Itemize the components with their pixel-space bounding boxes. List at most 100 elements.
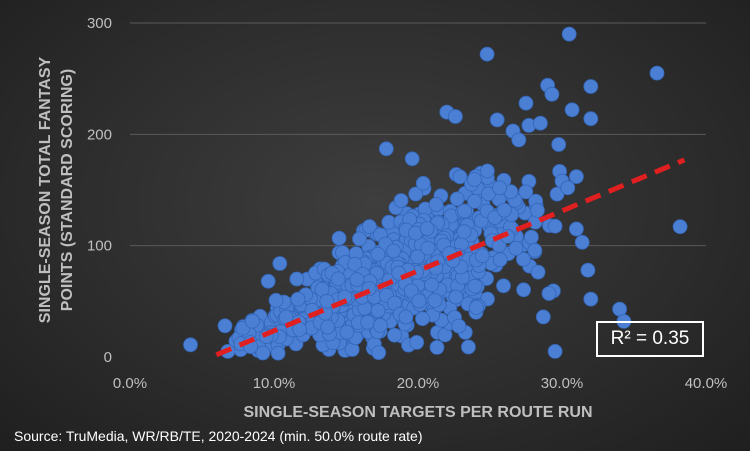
data-point [530,202,545,218]
data-point [331,230,347,246]
data-point [468,299,484,315]
data-point [360,314,376,330]
data-point [479,163,495,179]
y-axis-title-line-2: POINTS (STANDARD SCORING) [59,69,76,311]
data-point [244,313,260,329]
data-point [466,172,482,187]
data-point [569,169,584,185]
data-point [533,115,548,131]
data-point [569,221,584,237]
data-point [580,262,596,278]
data-point [255,345,271,361]
data-point [496,278,511,294]
data-point [612,301,627,317]
data-point [530,264,546,280]
data-point [347,256,363,272]
data-point [361,219,377,234]
data-point [371,345,387,361]
x-tick-label: 0.0% [113,375,147,392]
data-point [456,224,472,240]
data-point [429,339,445,355]
data-point [420,240,436,256]
data-point [447,109,463,124]
data-point [535,309,551,325]
data-point [479,46,495,62]
data-point [649,65,665,81]
data-point [419,221,435,236]
source-note: Source: TruMedia, WR/RB/TE, 2020-2024 (m… [14,428,423,444]
data-point [561,26,577,42]
data-point [547,343,563,359]
data-point [516,251,531,267]
data-point [320,319,336,335]
data-point [518,184,534,200]
x-axis-title: SINGLE-SEASON TARGETS PER ROUTE RUN [243,404,592,421]
data-point [415,175,431,191]
data-point [386,243,401,259]
data-point [574,234,590,250]
data-point [415,311,430,327]
y-tick-label: 0 [104,349,112,366]
data-point [289,271,305,287]
data-point [404,151,420,167]
data-point [541,286,557,301]
data-point [268,292,284,308]
y-tick-label: 100 [87,238,112,255]
data-point [349,272,365,288]
data-point [474,248,490,264]
data-point [330,271,346,287]
x-tick-label: 40.0% [685,375,728,392]
trendline-layer [215,157,686,358]
data-point [428,197,444,212]
data-point [551,137,567,152]
data-point [583,291,599,307]
y-axis-title-line-1: SINGLE-SEASON TOTAL FANTASY [37,56,54,323]
data-point [583,111,599,127]
data-point [403,283,419,299]
tick-labels: 0 100 200 300 0.0% 10.0% 20.0% 30.0% 40.0% [87,15,727,392]
data-point [564,102,580,118]
trendline [215,157,686,358]
data-point [393,193,409,208]
data-point [410,249,425,265]
data-point [511,132,527,148]
data-point [451,318,467,334]
data-point [544,86,560,102]
data-point [492,252,508,268]
data-point [398,309,414,325]
x-tick-label: 20.0% [397,375,440,392]
data-point [290,291,306,307]
data-point [583,79,599,94]
data-point [467,278,483,294]
r-squared-annotation: R² = 0.35 [596,321,704,357]
data-point [427,292,443,308]
data-point [496,202,512,218]
data-point [370,303,386,319]
data-point [408,186,424,202]
data-point [516,282,531,298]
data-point [524,229,539,245]
data-point [448,289,464,305]
data-point [319,293,335,309]
x-tick-label: 10.0% [253,375,296,392]
data-point [466,193,482,209]
data-point [547,218,563,234]
data-point [339,324,355,340]
data-point [411,293,427,309]
data-point [372,317,388,333]
y-axis-title: SINGLE-SEASON TOTAL FANTASY POINTS (STAN… [37,56,76,323]
data-point [217,318,233,334]
data-point [352,231,367,247]
data-point [560,180,576,196]
x-tick-label: 30.0% [541,375,584,392]
data-point [489,112,505,128]
data-point [370,246,386,262]
data-point [387,327,402,343]
data-point [460,339,476,355]
data-point [452,169,468,185]
data-point [272,256,288,271]
data-point [492,180,508,196]
data-point [457,203,473,219]
data-point [270,345,286,361]
